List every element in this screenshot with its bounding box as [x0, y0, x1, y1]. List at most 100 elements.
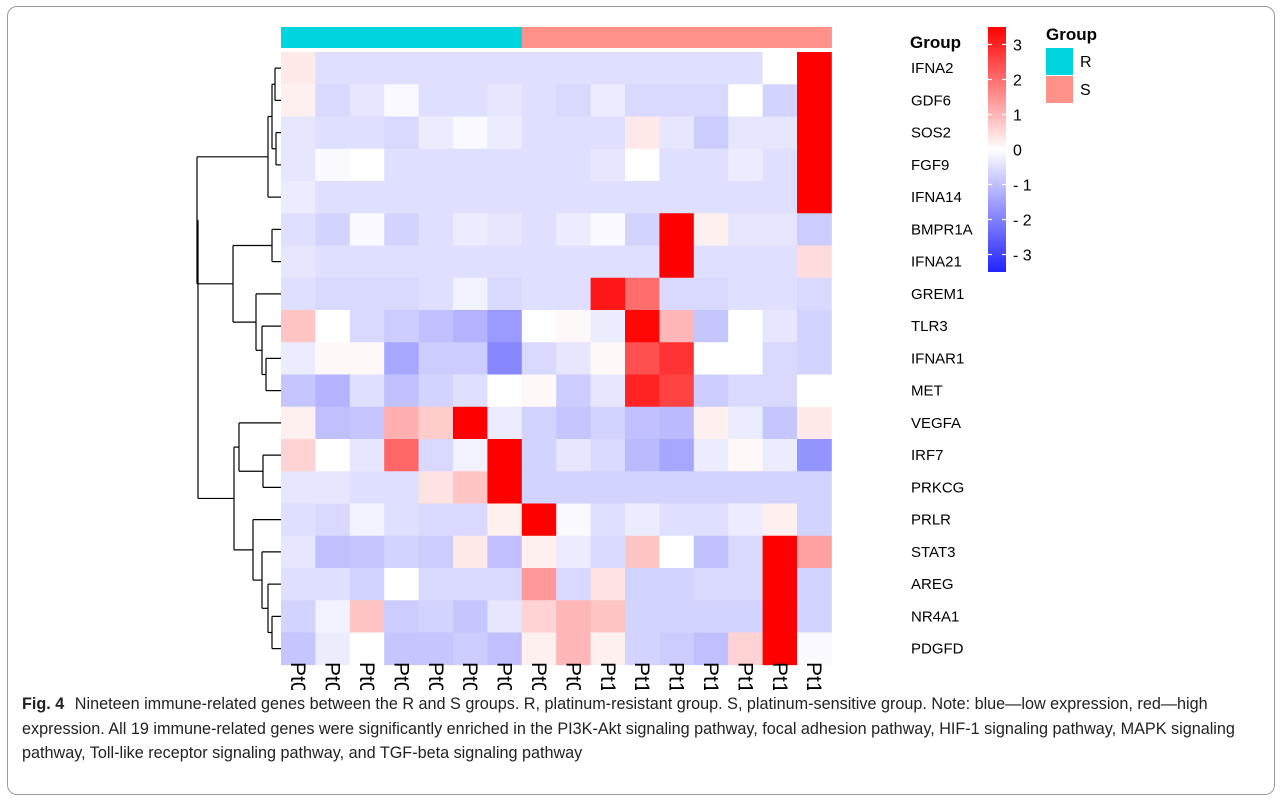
- heatmap-cell: [762, 374, 798, 408]
- heatmap-cell: [521, 406, 557, 440]
- heatmap-cell: [453, 213, 488, 246]
- heatmap-cell: [556, 52, 591, 85]
- heatmap-cell: [384, 342, 419, 375]
- heatmap-cell: [281, 213, 316, 246]
- row-label: TLR3: [911, 318, 948, 335]
- heatmap-cell: [315, 213, 351, 246]
- heatmap-cell: [487, 181, 523, 214]
- heatmap-cell: [797, 277, 832, 311]
- heatmap-cell: [453, 471, 488, 504]
- heatmap-cell: [453, 439, 488, 472]
- group-bar-R: [281, 27, 523, 48]
- heatmap-cell: [659, 535, 695, 569]
- heatmap-cell: [281, 342, 316, 375]
- heatmap-cell: [693, 503, 729, 537]
- heatmap-cell: [453, 52, 488, 85]
- row-label: IFNA2: [911, 60, 954, 77]
- heatmap-cell: [315, 632, 351, 666]
- heatmap-cell: [625, 406, 660, 440]
- heatmap-cell: [693, 84, 729, 117]
- heatmap-cells: [281, 52, 832, 666]
- heatmap-cell: [625, 245, 660, 279]
- heatmap-cell: [797, 52, 832, 85]
- heatmap-cell: [728, 148, 763, 182]
- heatmap-cell: [453, 406, 488, 440]
- heatmap-cell: [384, 213, 419, 246]
- heatmap-cell: [315, 503, 351, 537]
- heatmap-cell: [797, 568, 832, 601]
- heatmap-cell: [281, 503, 316, 537]
- heatmap-cell: [590, 245, 626, 279]
- heatmap-cell: [659, 471, 695, 504]
- heatmap-cell: [453, 310, 488, 343]
- heatmap-cell: [487, 245, 523, 279]
- group-legend: Group RS: [1046, 25, 1097, 103]
- column-label: Pt16: [802, 662, 825, 690]
- heatmap-cell: [590, 148, 626, 182]
- row-label: BMPR1A: [911, 221, 973, 238]
- column-label: Pt04: [389, 662, 412, 690]
- colorbar-tick-label: 1: [1013, 108, 1022, 125]
- heatmap-cell: [728, 535, 763, 569]
- heatmap-cell: [556, 277, 591, 311]
- heatmap-cell: [625, 277, 660, 311]
- heatmap-cell: [625, 439, 660, 472]
- heatmap-cell: [349, 535, 385, 569]
- heatmap-cell: [556, 503, 591, 537]
- heatmap-cell: [556, 535, 591, 569]
- heatmap-cell: [384, 535, 419, 569]
- heatmap-cell: [693, 471, 729, 504]
- row-label: NR4A1: [911, 608, 959, 625]
- heatmap-cell: [487, 84, 523, 117]
- heatmap-cell: [625, 52, 660, 85]
- heatmap-cell: [659, 439, 695, 472]
- heatmap-cell: [762, 632, 798, 666]
- heatmap-cell: [693, 181, 729, 214]
- row-label: STAT3: [911, 544, 955, 561]
- heatmap-cell: [762, 406, 798, 440]
- heatmap-cell: [315, 84, 351, 117]
- heatmap-cell: [487, 632, 523, 666]
- heatmap-cell: [590, 213, 626, 246]
- heatmap-cell: [556, 310, 591, 343]
- heatmap-cell: [281, 148, 316, 182]
- heatmap-cell: [315, 116, 351, 150]
- heatmap-cell: [349, 503, 385, 537]
- column-label: Pt10: [596, 662, 619, 690]
- heatmap-cell: [349, 632, 385, 666]
- heatmap-cell: [556, 84, 591, 117]
- heatmap-cell: [590, 277, 626, 311]
- heatmap-cell: [418, 148, 454, 182]
- heatmap-cell: [384, 310, 419, 343]
- row-label: GREM1: [911, 286, 964, 303]
- heatmap-cell: [693, 213, 729, 246]
- heatmap-cell: [521, 632, 557, 666]
- colorbar-tick-label: - 3: [1013, 248, 1032, 265]
- heatmap-cell: [521, 568, 557, 601]
- row-dendrogram: [196, 67, 281, 650]
- column-label: Pt08: [527, 662, 550, 690]
- heatmap-cell: [625, 600, 660, 633]
- heatmap-cell: [384, 471, 419, 504]
- column-label: Pt01: [286, 662, 309, 690]
- heatmap-cell: [762, 600, 798, 633]
- heatmap-cell: [762, 181, 798, 214]
- row-label: GDF6: [911, 92, 951, 109]
- heatmap-cell: [762, 52, 798, 85]
- column-label: Pt02: [321, 662, 344, 690]
- heatmap-cell: [728, 471, 763, 504]
- heatmap-cell: [521, 181, 557, 214]
- heatmap-cell: [349, 342, 385, 375]
- heatmap-cell: [281, 374, 316, 408]
- heatmap-cell: [762, 213, 798, 246]
- row-label: MET: [911, 383, 943, 400]
- column-label: Pt14: [733, 662, 756, 690]
- heatmap-cell: [797, 503, 832, 537]
- heatmap-cell: [590, 374, 626, 408]
- colorbar-tick-label: 0: [1013, 143, 1022, 160]
- heatmap-cell: [797, 84, 832, 117]
- heatmap-cell: [281, 84, 316, 117]
- heatmap-cell: [453, 342, 488, 375]
- heatmap-cell: [693, 277, 729, 311]
- heatmap-cell: [281, 568, 316, 601]
